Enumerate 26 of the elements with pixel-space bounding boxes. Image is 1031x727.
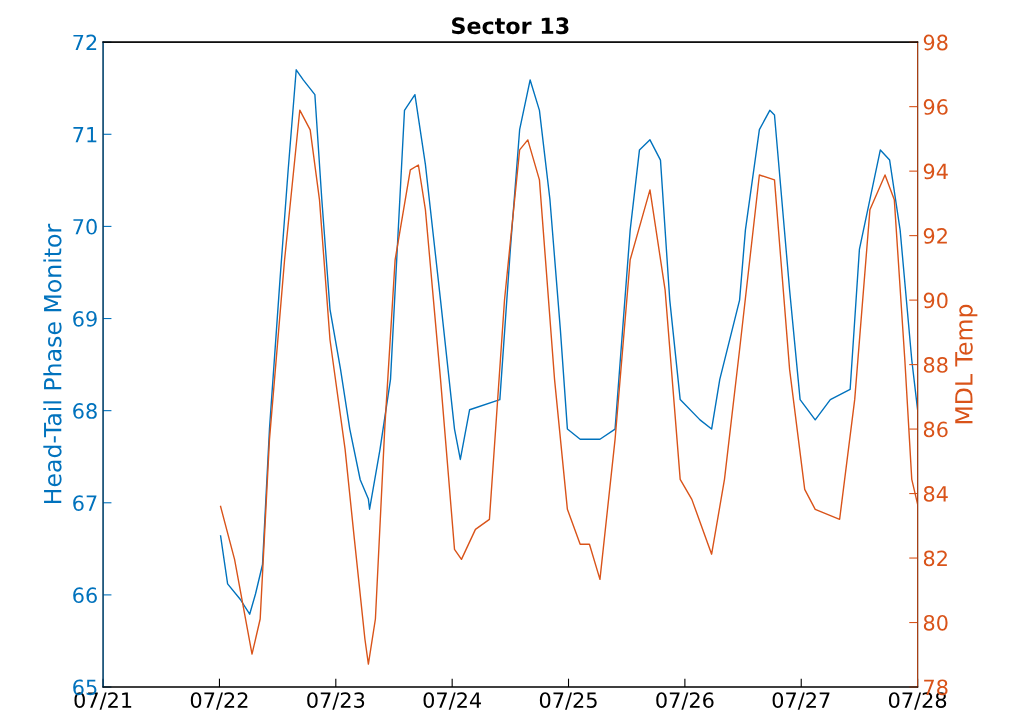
y2-tick-label: 96 (923, 99, 948, 115)
y-tick-label: 66 (73, 587, 97, 604)
y2-tick-label: 84 (923, 486, 948, 502)
chart-title: Sector 13 (452, 17, 569, 35)
x-tick-label: 07/24 (423, 692, 482, 710)
y2-axis-title: MDL Temp (955, 304, 978, 424)
y2-tick-label: 92 (923, 228, 947, 244)
y-axis-title: Head-Tail Phase Monitor (43, 223, 62, 504)
y-tick-label: 71 (73, 127, 97, 143)
y2-tick-label: 88 (923, 357, 948, 373)
x-tick-label: 07/25 (539, 692, 597, 710)
y-tick-label: 67 (73, 495, 97, 511)
y-tick-label: 69 (73, 310, 97, 327)
y-tick-label: 68 (73, 403, 97, 419)
x-tick-label: 07/26 (656, 692, 714, 710)
y2-tick-label: 94 (923, 163, 948, 180)
y2-tick-label: 98 (923, 34, 948, 51)
y2-tick-label: 90 (923, 292, 948, 309)
y-tick-label: 70 (73, 218, 97, 235)
x-tick-label: 07/27 (772, 692, 830, 710)
y2-tick-label: 82 (923, 550, 947, 567)
y-tick-label: 72 (73, 34, 97, 51)
y2-tick-label: 80 (923, 614, 948, 631)
x-tick-label: 07/23 (307, 692, 365, 710)
y2-tick-label: 86 (923, 421, 948, 438)
x-tick-label: 07/22 (190, 692, 248, 710)
